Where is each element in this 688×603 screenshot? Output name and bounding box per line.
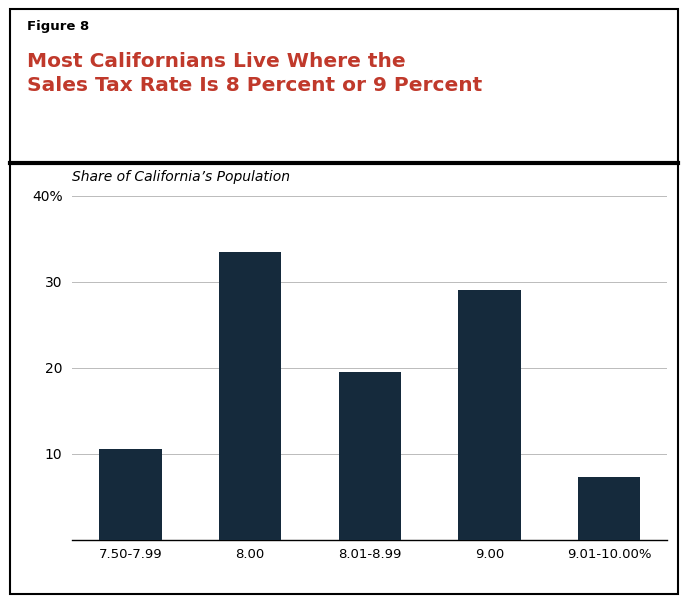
Bar (99, 449, 162, 540)
Bar (219, 252, 281, 540)
Text: Share of California’s Population: Share of California’s Population (72, 170, 290, 184)
Bar (578, 477, 641, 540)
Text: Most Californians Live Where the
Sales Tax Rate Is 8 Percent or 9 Percent: Most Californians Live Where the Sales T… (27, 52, 482, 95)
Bar (458, 291, 521, 540)
Text: Figure 8: Figure 8 (27, 20, 89, 33)
Bar (338, 372, 401, 540)
